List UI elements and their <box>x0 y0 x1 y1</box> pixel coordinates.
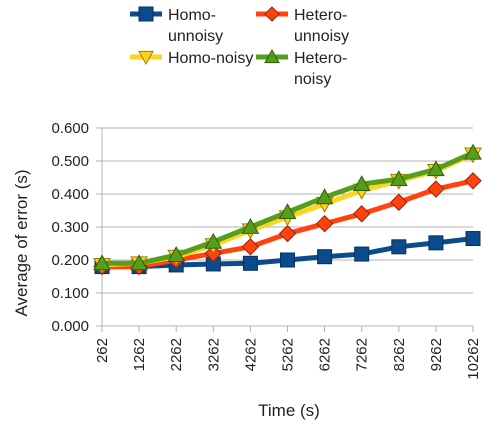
data-point <box>354 246 370 262</box>
x-tick-label: 10262 <box>465 338 482 380</box>
legend-item: Homo-unnoisy <box>130 6 223 45</box>
x-tick-label: 3262 <box>205 338 222 371</box>
x-tick-label: 1262 <box>131 338 148 371</box>
axes <box>96 127 474 332</box>
data-point <box>427 160 445 177</box>
data-point <box>391 239 407 255</box>
y-tick-label: 0.300 <box>51 219 89 236</box>
y-tick-label: 0.600 <box>51 120 89 137</box>
data-point <box>315 188 334 205</box>
data-point <box>352 205 371 223</box>
data-point <box>315 214 334 233</box>
tick-labels: 0.000 0.100 0.200 0.300 0.400 0.500 0.600 262 12… <box>51 120 482 380</box>
legend-marker <box>138 50 154 66</box>
x-tick-label: 4262 <box>242 338 259 371</box>
legend-item: Hetero-noisy <box>256 48 347 88</box>
data-point <box>390 193 408 211</box>
data-point <box>389 170 408 187</box>
y-tick-label: 0.400 <box>51 186 89 203</box>
data-point <box>167 246 186 262</box>
series-3 <box>93 143 482 271</box>
x-tick-label: 8262 <box>391 338 408 371</box>
data-point <box>427 180 445 198</box>
legend-item: Homo-noisy <box>130 50 253 67</box>
data-point <box>352 175 371 191</box>
legend-label: unnoisy <box>168 28 223 45</box>
data-point <box>464 143 482 160</box>
data-point <box>464 172 482 190</box>
data-point <box>130 254 148 271</box>
y-axis-label: Average of error (s) <box>12 169 31 316</box>
data-point <box>242 255 258 271</box>
legend-label: Hetero- <box>294 50 347 67</box>
data-point <box>241 238 260 256</box>
x-tick-label: 5262 <box>280 338 297 371</box>
legend-item: Hetero-unnoisy <box>256 6 349 45</box>
data-point <box>317 249 333 265</box>
grid <box>102 127 473 294</box>
data-point <box>465 231 481 247</box>
legend-label: Hetero- <box>294 7 347 24</box>
data-point <box>93 254 111 271</box>
data-point <box>204 232 223 249</box>
legend-label: unnoisy <box>294 28 349 45</box>
data-point <box>278 203 297 220</box>
data-point <box>241 217 260 234</box>
y-tick-label: 0.200 <box>51 252 89 269</box>
x-tick-label: 6262 <box>317 338 334 371</box>
legend-marker <box>264 48 280 64</box>
x-tick-label: 9262 <box>428 338 445 371</box>
data-point <box>428 235 444 251</box>
y-tick-label: 0.000 <box>51 318 89 335</box>
data-point <box>280 252 295 268</box>
legend-label: noisy <box>294 71 331 88</box>
x-axis-label: Time (s) <box>258 401 320 420</box>
legend-label: Homo-noisy <box>168 50 253 67</box>
data-point <box>278 224 297 243</box>
legend-marker <box>264 6 280 22</box>
series-group <box>93 143 482 276</box>
x-tick-label: 262 <box>94 338 111 363</box>
legend-label: Homo- <box>168 7 216 24</box>
x-tick-label: 7262 <box>354 338 371 371</box>
x-tick-label: 2262 <box>168 338 185 371</box>
y-tick-label: 0.100 <box>51 285 89 302</box>
legend-marker <box>138 6 154 22</box>
y-tick-label: 0.500 <box>51 153 89 170</box>
